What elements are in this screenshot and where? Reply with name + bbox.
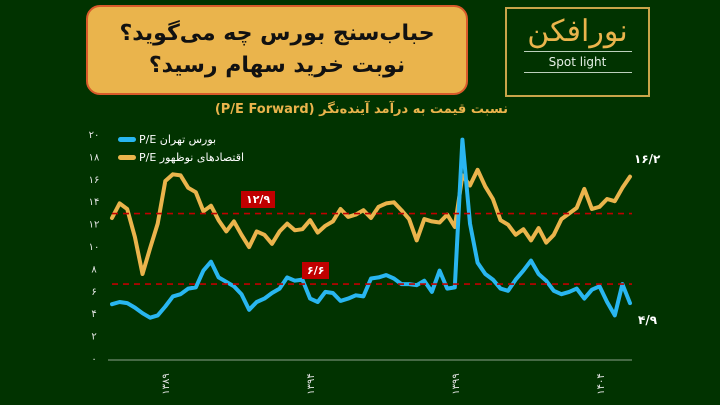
y-tick-label: ۱۴ bbox=[89, 197, 100, 208]
chart-title: نسبت قیمت به درآمد آینده‌نگر (P/E Forwar… bbox=[214, 102, 508, 117]
end-value-emerging: ۱۶/۲ bbox=[634, 152, 661, 166]
y-axis: ۰ ۲ ۴ ۶ ۸ ۱۰ ۱۲ ۱۴ ۱۶ ۱۸ ۲۰ bbox=[89, 130, 100, 365]
x-tick-label: ۱۳۸۹ bbox=[161, 373, 172, 394]
x-tick-label: ۱۳۹۹ bbox=[451, 373, 462, 394]
legend-swatch-gold bbox=[118, 154, 136, 160]
y-tick-label: ۶ bbox=[91, 287, 96, 298]
y-tick-label: ۱۶ bbox=[89, 175, 100, 186]
y-tick-label: ۸ bbox=[91, 264, 97, 275]
y-tick-label: ۱۰ bbox=[89, 242, 100, 253]
y-tick-label: ۴ bbox=[91, 309, 96, 320]
x-axis: ۱۳۸۹ ۱۳۹۴ ۱۳۹۹ ۱۴۰۴ bbox=[161, 373, 607, 394]
end-value-tehran: ۴/۹ bbox=[638, 313, 658, 327]
y-tick-label: ۱۸ bbox=[89, 152, 100, 163]
series-line bbox=[110, 167, 632, 276]
headline-line-2: نوبت خرید سهام رسید؟ bbox=[148, 53, 406, 78]
legend-item-emerging: P/E اقتصادهای نوظهور bbox=[118, 148, 244, 166]
chart-legend: P/E بورس تهران P/E اقتصادهای نوظهور bbox=[118, 130, 244, 166]
legend-label: P/E بورس تهران bbox=[139, 132, 217, 146]
logo-divider bbox=[523, 51, 632, 52]
y-tick-label: ۰ bbox=[91, 354, 96, 365]
y-tick-label: ۱۲ bbox=[89, 220, 100, 231]
legend-label: P/E اقتصادهای نوظهور bbox=[139, 150, 245, 164]
brand-logo: نورافکن Spot light bbox=[505, 7, 650, 97]
series-line bbox=[110, 137, 632, 320]
headline-line-1: حباب‌سنج بورس چه می‌گوید؟ bbox=[119, 21, 435, 46]
logo-divider bbox=[523, 72, 632, 73]
headline-box: حباب‌سنج بورس چه می‌گوید؟ نوبت خرید سهام… bbox=[86, 5, 468, 95]
legend-item-tehran: P/E بورس تهران bbox=[118, 130, 244, 148]
logo-persian-name: نورافکن bbox=[527, 14, 628, 49]
y-tick-label: ۲۰ bbox=[89, 130, 100, 141]
series-lines bbox=[110, 137, 632, 320]
reference-label-emerging-avg: ۱۲/۹ bbox=[241, 191, 276, 208]
logo-english-name: Spot light bbox=[548, 55, 607, 69]
legend-swatch-blue bbox=[118, 136, 136, 142]
y-tick-label: ۲ bbox=[91, 332, 96, 343]
reference-label-tehran-avg: ۶/۶ bbox=[302, 262, 330, 279]
x-tick-label: ۱۴۰۴ bbox=[596, 373, 607, 394]
reference-lines bbox=[112, 212, 632, 285]
x-tick-label: ۱۳۹۴ bbox=[306, 373, 317, 394]
